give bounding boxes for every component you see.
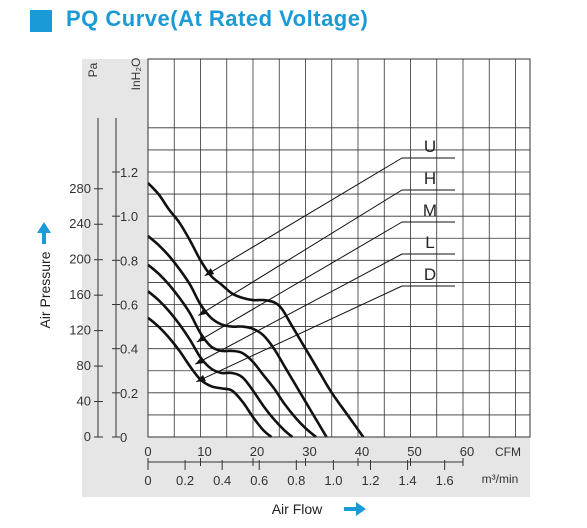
legend-leader-u [204,157,403,277]
pa-tick-label: 160 [69,287,91,302]
plot-border [147,58,531,438]
inh2o-tick-label: 0.6 [120,298,138,313]
pq-curve-l [147,290,294,439]
m3min-tick-label: 0.2 [176,473,194,488]
inh2o-tick-label: 0 [120,430,127,445]
title-marker [30,10,52,32]
inh2o-tick-label: 0.4 [120,342,138,357]
pq-curve-m [147,263,317,438]
axes [94,58,531,470]
legend-label-d: D [424,265,436,284]
m3min-tick-label: 1.6 [436,473,454,488]
cfm-unit-label: CFM [495,445,521,459]
legend-arrowhead-h [198,307,208,316]
m3min-unit-label: m³/min [482,472,519,486]
pa-tick-label: 200 [69,252,91,267]
legend-leader-d [196,285,403,383]
pq-curve-h [147,235,328,438]
m3min-tick-label: 0.6 [250,473,268,488]
legend-leader-m [196,221,403,343]
pq-curves [147,182,365,439]
m3min-tick-label: 0.8 [287,473,305,488]
legend-leader-l [195,253,403,365]
cfm-tick-label: 50 [407,444,421,459]
pa-tick-label: 0 [84,429,91,444]
legend-arrowhead-u [204,268,215,276]
inh2o-tick-label: 0.8 [120,253,138,268]
inh2o-tick-label: 0.2 [120,386,138,401]
legend-leaders [195,157,455,383]
pa-tick-label: 40 [77,394,91,409]
inh2o-tick-label: 1.2 [120,165,138,180]
cfm-tick-label: 60 [460,444,474,459]
m3min-tick-label: 0.4 [213,473,231,488]
x-axis-title: Air Flow [272,501,323,517]
legend-arrowhead-l [195,356,205,365]
pq-curve-u [147,182,365,438]
cfm-tick-label: 30 [302,444,316,459]
m3min-tick-label: 0 [144,473,151,488]
inh2o-tick-label: 1.0 [120,209,138,224]
y-axis-arrow-icon [37,222,51,244]
pa-tick-label: 280 [69,181,91,196]
chart-header: PQ Curve(At Rated Voltage) [0,0,587,46]
m3min-tick-label: 1.2 [361,473,379,488]
m3min-tick-label: 1.0 [324,473,342,488]
cfm-tick-label: 40 [355,444,369,459]
m3min-tick-label: 1.4 [399,473,417,488]
legend-arrowhead-m [196,334,207,343]
x-axis-arrow-icon [344,502,366,516]
cfm-tick-label: 20 [250,444,264,459]
pa-tick-label: 120 [69,323,91,338]
cfm-tick-label: 10 [197,444,211,459]
legend-label-h: H [424,169,436,188]
pq-curve-d [147,316,273,439]
pa-tick-label: 240 [69,216,91,231]
legend-label-m: M [423,201,437,220]
y-axis-title: Air Pressure [37,251,53,328]
legend-arrowhead-d [196,374,206,382]
legend-label-u: U [424,137,436,156]
axis-labels: 0408012016020024028000.20.40.60.81.01.20… [37,58,521,517]
inh2o-unit-label: InH₂O [129,58,143,91]
plot-area [148,59,530,437]
legend-label-l: L [425,233,434,252]
pa-unit-label: Pa [86,62,100,77]
pa-tick-label: 80 [77,358,91,373]
chart-title: PQ Curve(At Rated Voltage) [66,6,369,31]
legend-leader-h [198,189,403,316]
cfm-tick-label: 0 [144,444,151,459]
